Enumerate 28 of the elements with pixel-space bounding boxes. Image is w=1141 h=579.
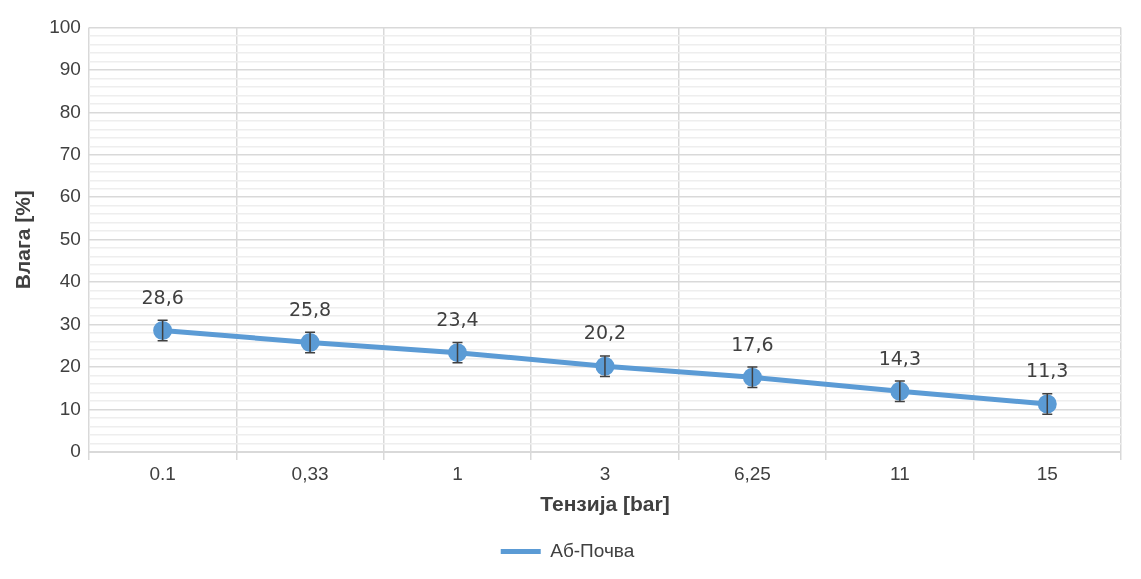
y-tick-label: 40 (59, 270, 81, 292)
x-tick-label: 1 (452, 462, 463, 484)
y-tick-label: 20 (59, 355, 81, 377)
data-label: 14,3 (878, 346, 921, 369)
data-label: 17,6 (731, 332, 774, 355)
data-label: 28,6 (141, 285, 184, 308)
y-tick-label: 100 (49, 15, 81, 37)
y-tick-label: 50 (59, 227, 81, 249)
y-tick-label: 0 (70, 440, 81, 462)
x-axis-title: Тензија [bar] (540, 492, 670, 516)
data-label: 23,4 (436, 307, 479, 330)
y-tick-label: 70 (59, 143, 81, 165)
x-tick-label: 15 (1036, 462, 1058, 484)
data-label: 25,8 (288, 297, 332, 320)
x-tick-label: 3 (599, 462, 611, 484)
y-axis-title: Влага [%] (11, 190, 35, 290)
x-tick-label: 11 (889, 462, 910, 484)
data-label: 20,2 (583, 321, 627, 344)
y-tick-label: 60 (59, 185, 81, 207)
y-tick-label: 80 (59, 100, 81, 122)
x-tick-label: 0,33 (291, 462, 329, 484)
y-tick-label: 10 (59, 397, 81, 419)
y-tick-label: 90 (59, 58, 81, 80)
data-label: 11,3 (1026, 359, 1069, 382)
x-tick-label: 0.1 (149, 462, 176, 484)
x-tick-label: 6,25 (733, 462, 771, 484)
y-tick-label: 30 (59, 312, 81, 334)
legend-label: Аб-Почва (550, 539, 635, 561)
